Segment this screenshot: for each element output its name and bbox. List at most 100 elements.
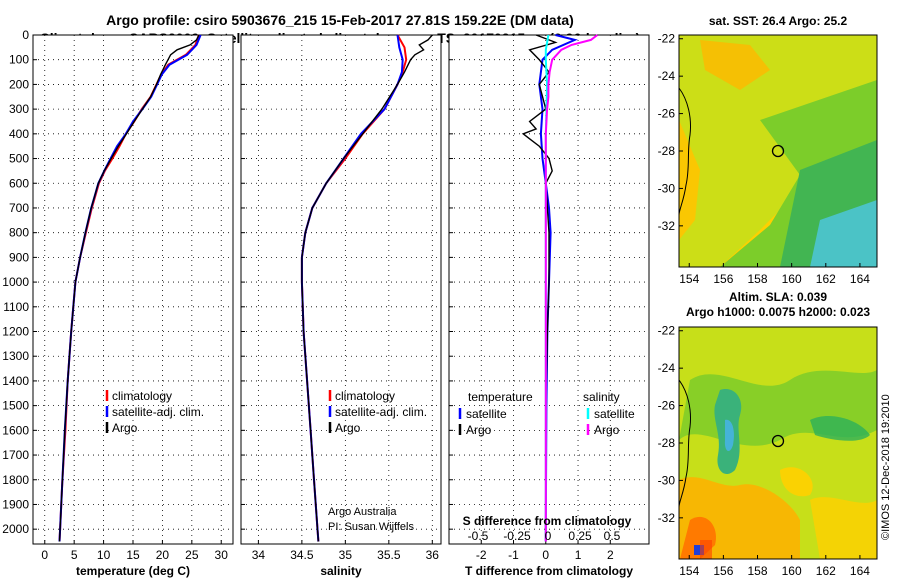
map-x-tick-label: 164 — [850, 564, 870, 578]
s-tick-label: 0 — [545, 529, 552, 543]
map-y-tick-label: -22 — [658, 324, 676, 338]
y-tick-label: 500 — [9, 152, 29, 166]
series-line-argo — [301, 34, 433, 542]
legend-label: satellite — [466, 407, 507, 421]
x-tick-label: 0 — [41, 548, 48, 562]
temperature-chart: 0 5 10 15 20 25 30 temperature (deg C) 0 100 200 30… — [2, 28, 234, 578]
legend-label: satellite-adj. clim. — [335, 405, 427, 419]
x-axis-label: T difference from climatology — [465, 564, 633, 578]
x-tick-label: -2 — [476, 548, 487, 562]
argo-float-marker — [771, 144, 785, 158]
map-x-tick-label: 164 — [850, 272, 870, 286]
x-tick-label: 20 — [156, 548, 170, 562]
map-y-tick-label: -26 — [658, 399, 676, 413]
y-tick-label: 1100 — [3, 300, 29, 314]
series-line-argo — [58, 34, 200, 542]
s-tick-label: -0.5 — [468, 529, 489, 543]
y-tick-label: 0 — [22, 28, 29, 42]
x-tick-label: 36 — [426, 548, 440, 562]
x-tick-label: 35.5 — [377, 548, 401, 562]
sst-map: 154 156 158 160 162 164 -22 -24 -26 -28 -30 -32 — [658, 32, 878, 286]
y-tick-label: 900 — [9, 250, 29, 264]
difference-chart: -2 -1 0 1 2 T difference from climatology temp… — [448, 34, 650, 578]
y-tick-label: 200 — [9, 77, 29, 91]
map-y-tick-label: -26 — [658, 107, 676, 121]
sla-map: 154 156 158 160 162 164 -22 -24 -26 -28 -30 -32 — [658, 324, 878, 578]
legend-label: Argo — [466, 423, 492, 437]
legend-label: Argo — [594, 423, 620, 437]
map-x-tick-label: 160 — [782, 272, 802, 286]
map-x-tick-label: 158 — [748, 564, 768, 578]
legend-label: Argo — [335, 421, 361, 435]
s-tick-label: 0.5 — [604, 529, 621, 543]
map-x-tick-label: 162 — [816, 272, 836, 286]
x-tick-label: 0 — [542, 548, 549, 562]
map-y-tick-label: -24 — [658, 69, 676, 83]
legend-label: Argo — [112, 421, 138, 435]
legend-title-salinity: salinity — [583, 390, 620, 404]
title-line-1: Argo profile: csiro 5903676_215 15-Feb-2… — [106, 12, 574, 28]
y-tick-label: 1500 — [2, 399, 29, 413]
sla-map-title-1: Altim. SLA: 0.039 — [728, 290, 828, 304]
sla-map-title-2: Argo h1000: 0.0075 h2000: 0.023 — [685, 305, 871, 319]
map-y-tick-label: -30 — [658, 181, 676, 195]
x-tick-label: 5 — [71, 548, 78, 562]
annotation-argo-australia: Argo Australia — [328, 506, 397, 518]
x-axis-label: temperature (deg C) — [76, 564, 190, 578]
map-x-tick-label: 154 — [679, 564, 699, 578]
map-y-tick-label: -32 — [658, 219, 676, 233]
x-tick-label: 34.5 — [290, 548, 314, 562]
x-tick-label: 25 — [185, 548, 199, 562]
y-tick-label: 700 — [9, 201, 29, 215]
x-tick-label: 15 — [126, 548, 140, 562]
legend-label: satellite-adj. clim. — [112, 405, 204, 419]
credit-text: ©IMOS 12-Dec-2018 19:2010 — [880, 394, 892, 540]
x-tick-label: 1 — [575, 548, 582, 562]
map-x-tick-label: 156 — [713, 564, 733, 578]
sst-map-title: sat. SST: 26.4 Argo: 25.2 — [708, 14, 848, 28]
y-tick-label: 1900 — [2, 497, 29, 511]
plot-frame — [240, 34, 442, 545]
legend-title-temperature: temperature — [468, 390, 533, 404]
s-tick-label: 0.25 — [568, 529, 592, 543]
map-x-tick-label: 160 — [782, 564, 802, 578]
x-tick-label: -1 — [508, 548, 519, 562]
legend-label: satellite — [594, 407, 635, 421]
x-tick-label: 2 — [607, 548, 614, 562]
map-x-tick-label: 156 — [713, 272, 733, 286]
y-tick-label: 2000 — [2, 522, 29, 536]
plot-frame — [32, 34, 234, 545]
y-tick-label: 1400 — [2, 374, 29, 388]
x-axis-label: salinity — [320, 564, 362, 578]
y-tick-label: 600 — [9, 176, 29, 190]
legend-label: climatology — [112, 389, 172, 403]
map-y-tick-label: -28 — [658, 144, 676, 158]
map-y-tick-label: -24 — [658, 361, 676, 375]
argo-float-marker-sla — [771, 434, 785, 448]
salinity-chart: 34 34.5 35 35.5 36 salinity climatology satelli… — [240, 34, 442, 578]
y-tick-label: 300 — [9, 102, 29, 116]
map-y-tick-label: -30 — [658, 473, 676, 487]
legend-label: climatology — [335, 389, 395, 403]
y-tick-label: 400 — [9, 127, 29, 141]
x-tick-label: 30 — [215, 548, 229, 562]
x-tick-label: 34 — [252, 548, 266, 562]
annotation-pi: PI: Susan Wijffels — [328, 521, 414, 533]
y-tick-label: 1200 — [2, 325, 29, 339]
map-x-tick-label: 158 — [748, 272, 768, 286]
x-tick-label: 35 — [339, 548, 353, 562]
y-tick-label: 1300 — [2, 349, 29, 363]
y-tick-label: 1600 — [2, 423, 29, 437]
map-y-tick-label: -22 — [658, 32, 676, 46]
map-y-tick-label: -32 — [658, 511, 676, 525]
series-line-salinity-argo — [544, 34, 599, 542]
map-y-tick-label: -28 — [658, 436, 676, 450]
map-x-tick-label: 162 — [816, 564, 836, 578]
y-tick-label: 1800 — [2, 473, 29, 487]
x-tick-label: 10 — [97, 548, 111, 562]
map-x-tick-label: 154 — [679, 272, 699, 286]
salinity-axis-label: S difference from climatology — [463, 514, 632, 528]
s-tick-label: -0.25 — [503, 529, 531, 543]
y-tick-label: 1700 — [2, 448, 29, 462]
